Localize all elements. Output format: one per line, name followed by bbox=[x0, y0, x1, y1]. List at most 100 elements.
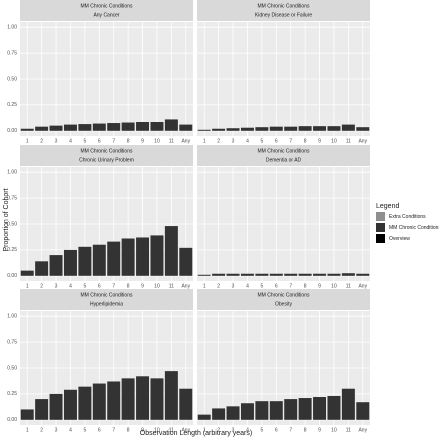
x-tick-label: 9 bbox=[141, 427, 144, 433]
bar bbox=[269, 401, 283, 420]
bar bbox=[20, 270, 34, 276]
y-tick-label: 0.25 bbox=[7, 391, 17, 397]
bar bbox=[240, 403, 254, 420]
bar bbox=[212, 408, 226, 420]
strip-title: Hyperlipidemia bbox=[90, 301, 123, 307]
bar bbox=[121, 378, 135, 420]
x-tick-label: 7 bbox=[112, 427, 115, 433]
x-tick-label: 10 bbox=[154, 283, 160, 289]
x-tick-label: 5 bbox=[260, 138, 263, 144]
legend-key bbox=[376, 234, 385, 243]
legend-label: Extra Conditions bbox=[389, 214, 426, 220]
bar bbox=[78, 124, 92, 131]
bar bbox=[356, 402, 370, 420]
bar bbox=[150, 235, 164, 276]
bar bbox=[284, 273, 298, 276]
bar bbox=[341, 273, 355, 276]
x-tick-label: Any bbox=[181, 427, 190, 433]
bar bbox=[226, 406, 240, 420]
strip bbox=[20, 289, 193, 310]
x-tick-label: 10 bbox=[331, 138, 337, 144]
x-tick-label: 7 bbox=[112, 283, 115, 289]
bar bbox=[298, 273, 312, 276]
x-tick-label: 6 bbox=[98, 138, 101, 144]
bar bbox=[197, 129, 211, 131]
bar bbox=[255, 401, 269, 420]
strip-facet: MM Chronic Conditions bbox=[81, 148, 133, 154]
bar bbox=[240, 273, 254, 276]
bar bbox=[298, 126, 312, 131]
x-tick-label: 11 bbox=[169, 283, 174, 289]
x-tick-label: 3 bbox=[55, 283, 58, 289]
x-tick-label: 3 bbox=[232, 283, 235, 289]
x-tick-label: 11 bbox=[346, 283, 351, 289]
strip-facet: MM Chronic Conditions bbox=[81, 292, 133, 298]
x-tick-label: 2 bbox=[40, 138, 43, 144]
bar bbox=[121, 122, 135, 131]
strip-title: Any Cancer bbox=[93, 12, 119, 18]
bar bbox=[107, 241, 121, 276]
x-tick-label: 4 bbox=[246, 427, 249, 433]
y-tick-label: 0.00 bbox=[7, 417, 17, 423]
x-tick-label: 2 bbox=[217, 138, 220, 144]
bar bbox=[179, 124, 193, 131]
y-tick-label: 0.75 bbox=[7, 50, 17, 56]
legend-label: Overview bbox=[389, 236, 410, 242]
strip bbox=[20, 0, 193, 21]
strip bbox=[197, 0, 370, 21]
x-tick-label: 11 bbox=[346, 138, 351, 144]
strip-title: Chronic Urinary Problem bbox=[79, 157, 134, 163]
bar bbox=[92, 244, 106, 276]
bar bbox=[341, 388, 355, 420]
bar bbox=[63, 389, 77, 420]
x-tick-label: 2 bbox=[217, 283, 220, 289]
bar bbox=[78, 386, 92, 420]
x-tick-label: Any bbox=[181, 138, 190, 144]
x-tick-label: 9 bbox=[318, 427, 321, 433]
y-tick-label: 0.25 bbox=[7, 247, 17, 253]
x-tick-label: 1 bbox=[203, 427, 206, 433]
x-tick-label: 10 bbox=[331, 427, 337, 433]
bar bbox=[327, 273, 341, 276]
x-tick-label: 1 bbox=[203, 138, 206, 144]
y-tick-label: 0.75 bbox=[7, 339, 17, 345]
x-tick-label: 2 bbox=[40, 283, 43, 289]
x-tick-label: 9 bbox=[318, 283, 321, 289]
x-tick-label: 9 bbox=[141, 138, 144, 144]
bar bbox=[212, 128, 226, 131]
y-tick-label: 0.75 bbox=[7, 195, 17, 201]
x-tick-label: 10 bbox=[154, 138, 160, 144]
x-tick-label: 9 bbox=[141, 283, 144, 289]
bar bbox=[20, 409, 34, 420]
x-tick-label: 11 bbox=[169, 138, 174, 144]
x-tick-label: 7 bbox=[289, 283, 292, 289]
y-tick-label: 1.00 bbox=[7, 170, 17, 176]
strip-title: Dementia or AD bbox=[266, 157, 302, 163]
x-tick-label: 3 bbox=[232, 427, 235, 433]
strip bbox=[197, 145, 370, 166]
bar bbox=[269, 273, 283, 276]
x-tick-label: 3 bbox=[232, 138, 235, 144]
bar bbox=[298, 398, 312, 420]
x-tick-label: 7 bbox=[289, 427, 292, 433]
legend-label: MM Chronic Conditions bbox=[389, 225, 439, 231]
bar bbox=[255, 127, 269, 131]
bar bbox=[284, 399, 298, 420]
x-tick-label: 5 bbox=[260, 283, 263, 289]
bar bbox=[78, 246, 92, 276]
x-tick-label: 1 bbox=[26, 138, 29, 144]
bar bbox=[356, 127, 370, 131]
bar bbox=[107, 123, 121, 131]
strip bbox=[197, 289, 370, 310]
x-tick-label: 6 bbox=[275, 427, 278, 433]
strip-facet: MM Chronic Conditions bbox=[258, 3, 310, 9]
bar bbox=[63, 124, 77, 131]
bar bbox=[121, 238, 135, 276]
bar bbox=[313, 126, 327, 131]
bar bbox=[63, 249, 77, 276]
bar bbox=[136, 122, 150, 131]
x-tick-label: 8 bbox=[127, 138, 130, 144]
x-tick-label: 10 bbox=[331, 283, 337, 289]
x-tick-label: 6 bbox=[98, 427, 101, 433]
